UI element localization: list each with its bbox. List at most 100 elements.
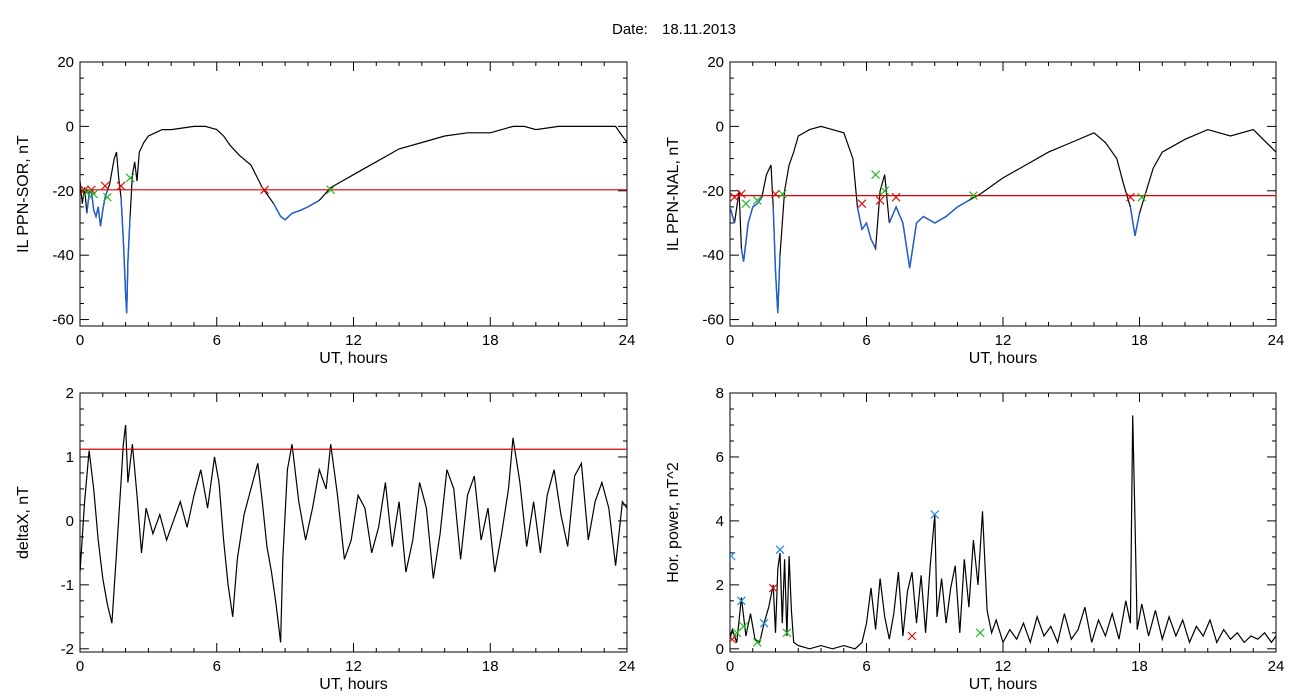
marker-stroke [768,583,778,593]
below-threshold-segment [1129,206,1141,237]
marker-stroke [730,551,736,559]
below-threshold-segment [888,199,970,269]
panel-nal: 0 6 12 18 24 20 0 -20 -40 -60 UT, hours IL PPN-NAL,… [665,54,1284,367]
plot-area [80,125,627,314]
y-tick-label: -20 [702,183,724,200]
event-marker-end [1137,192,1147,202]
event-marker-end [880,186,890,196]
marker-stroke [875,196,885,205]
y-tick-label: 2 [66,385,74,402]
y-tick-label: -60 [52,312,74,329]
y-tick-label: 1 [66,449,74,466]
plot-frame [729,392,1277,653]
marker-stroke [102,192,112,202]
marker-stroke [86,185,96,195]
event-marker-start [857,199,867,209]
below-threshold-segment [740,196,763,262]
event-marker-end [89,189,99,199]
marker-stroke [89,189,99,199]
y-tick-label: -40 [702,247,724,264]
marker-stroke [777,189,787,199]
y-tick-label: -2 [61,641,74,658]
panel-sor: 0 6 12 18 24 20 0 -20 -40 -60 UT, hours IL PPN-SOR,… [15,54,635,367]
y-tick-label: 0 [66,513,74,530]
event-marker-end [871,170,881,180]
event-marker-peak [730,551,736,561]
series-line [80,424,627,643]
below-threshold-segment [772,206,781,314]
event-marker-start [116,181,126,191]
x-tick-label: 18 [1131,658,1148,675]
x-axis-title: UT, hours [319,350,387,367]
marker-stroke [739,621,749,631]
plot-area [80,424,627,643]
y-tick-label: -60 [702,312,724,329]
x-tick-label: 12 [995,332,1012,349]
marker-stroke [782,628,792,638]
x-tick-label: 6 [862,658,870,675]
marker-stroke [730,634,737,643]
event-marker-start [875,196,885,205]
marker-stroke [736,596,746,606]
marker-stroke [857,199,867,209]
event-marker-start [891,192,901,202]
marker-stroke [730,192,739,202]
x-tick-label: 18 [482,332,499,349]
marker-stroke [891,192,901,202]
event-marker-end [969,191,978,201]
event-marker-start [771,189,780,199]
marker-stroke [871,170,881,180]
x-tick-label: 24 [1268,332,1285,349]
x-tick-label: 24 [1268,658,1285,675]
event-marker-start [768,583,778,593]
below-threshold-segment [120,197,131,314]
event-marker-start [1125,192,1135,202]
x-tick-label: 6 [213,658,221,675]
marker-stroke [736,189,746,199]
y-tick-label: -40 [52,247,74,264]
panel-power: 0 6 12 18 24 8 6 4 2 0 UT, hours Hor. power, nT^2 [665,385,1284,693]
x-tick-label: 24 [619,332,636,349]
marker-stroke [1125,192,1135,202]
y-tick-label: 4 [716,513,724,530]
x-tick-label: 6 [213,332,221,349]
x-tick-label: 18 [482,658,499,675]
marker-stroke [116,181,126,191]
marker-stroke [741,199,751,209]
x-tick-label: 12 [345,332,362,349]
event-marker-peak [775,545,785,555]
plot-area [730,415,1276,650]
event-marker-start [100,181,110,191]
marker-stroke [930,510,940,519]
below-threshold-segment [86,188,108,227]
series-line [730,415,1276,650]
plot-frame [79,61,628,327]
event-marker-end [782,628,792,638]
y-tick-label: 0 [716,118,724,135]
x-tick-label: 0 [726,332,734,349]
y-tick-label: -1 [61,577,74,594]
y-axis-title: Hor. power, nT^2 [665,462,682,583]
plot-area [730,125,1276,314]
below-threshold-segment [730,206,736,224]
event-marker-end [741,199,751,209]
event-marker-end [975,628,985,638]
event-marker-end [777,189,787,199]
series-line [80,125,627,314]
plot-frame [729,61,1277,327]
marker-stroke [907,631,917,641]
x-tick-label: 0 [726,658,734,675]
x-axis-title: UT, hours [969,350,1037,367]
marker-stroke [775,545,785,555]
marker-stroke [1137,192,1147,202]
x-tick-label: 12 [995,658,1012,675]
y-tick-label: -20 [52,183,74,200]
marker-stroke [752,637,762,647]
event-marker-start [907,631,917,641]
event-marker-start [736,189,746,199]
event-marker-peak [759,618,769,628]
event-marker-end [102,192,112,202]
y-tick-label: 20 [707,54,724,71]
